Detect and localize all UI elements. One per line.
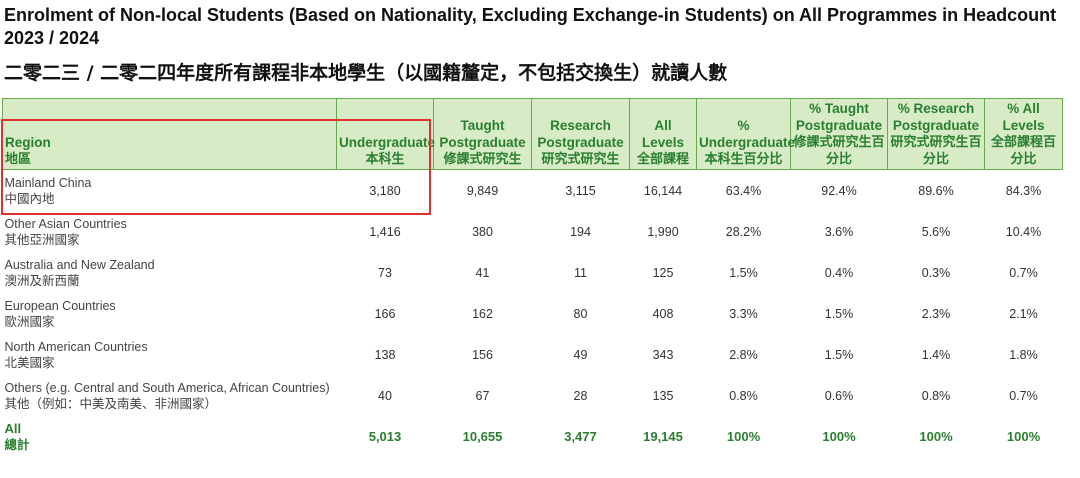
table-cell: 135	[652, 388, 674, 403]
table-cell: 1.5%	[824, 347, 854, 362]
table-cell: 40	[378, 388, 392, 403]
table-cell: 1.8%	[1009, 347, 1038, 362]
table-cell: 1.4%	[921, 347, 951, 362]
table-cell: 3.3%	[729, 306, 758, 321]
enrolment-table: Region 地區 Undergraduate 本科生 Taught Postgra…	[2, 98, 1063, 457]
region-cell: Australia and New Zealand 澳洲及新西蘭	[4, 257, 155, 288]
header-row: Region 地區 Undergraduate 本科生 Taught Postgra…	[2, 98, 1063, 170]
table-cell: 1.5%	[824, 306, 854, 321]
table-row: North American Countries 北美國家 138 156 49 …	[3, 334, 1063, 375]
column-header-pct-research-postgraduate: % Research Postgraduate 研究式研究生百分比	[887, 98, 985, 170]
table-cell: 0.3%	[921, 265, 951, 280]
region-cell: North American Countries 北美國家	[4, 339, 148, 370]
region-cell: Others (e.g. Central and South America, …	[4, 380, 330, 411]
table-row: Other Asian Countries 其他亞洲國家 1,416 380 19…	[3, 211, 1063, 252]
total-cell: 100%	[726, 429, 761, 444]
total-cell: 5,013	[368, 429, 402, 444]
table-cell: 28	[573, 388, 588, 403]
table-cell: 63.4%	[725, 183, 762, 198]
table-cell: 138	[374, 347, 396, 362]
table-cell: 408	[652, 306, 674, 321]
table-row: Mainland China 中國內地 3,180 9,849 3,115 16,…	[3, 170, 1063, 212]
column-header-taught-postgraduate: Taught Postgraduate 修課式研究生	[433, 98, 532, 170]
table-cell: 166	[374, 306, 396, 321]
total-cell: 100%	[919, 429, 953, 444]
table-cell: 0.4%	[824, 265, 854, 280]
table-cell: 3,115	[565, 183, 596, 198]
region-cell: Mainland China 中國內地	[4, 175, 92, 206]
table-cell: 9,849	[466, 183, 499, 198]
table-cell: 92.4%	[821, 183, 857, 198]
total-cell: 19,145	[643, 429, 683, 444]
table-cell: 67	[475, 388, 490, 403]
table-row: Australia and New Zealand 澳洲及新西蘭 73 41 11…	[3, 252, 1063, 293]
column-header-pct-undergraduate: % Undergraduate 本科生百分比	[696, 98, 795, 170]
total-cell: 10,655	[462, 429, 503, 444]
table-cell: 162	[472, 306, 493, 321]
table-cell: 11	[574, 265, 587, 280]
total-label-cell: All 總計	[4, 420, 30, 452]
table-cell: 2.1%	[1009, 306, 1038, 321]
table-cell: 3.6%	[824, 224, 854, 239]
table-cell: 156	[472, 347, 493, 362]
table-cell: 0.7%	[1009, 388, 1038, 403]
table-cell: 1.5%	[729, 265, 758, 280]
region-cell: European Countries 歐洲國家	[4, 298, 116, 329]
table-cell: 0.7%	[1009, 265, 1038, 280]
total-row: All 總計 5,013 10,655 3,477 19,145 100% 100…	[3, 416, 1063, 457]
table-cell: 41	[475, 265, 490, 280]
column-header-region: Region 地區	[2, 98, 337, 170]
table-cell: 28.2%	[725, 224, 762, 239]
total-cell: 3,477	[564, 429, 597, 444]
table-cell: 0.8%	[921, 388, 951, 403]
table-cell: 1,990	[647, 224, 679, 239]
total-cell: 100%	[822, 429, 856, 444]
table-cell: 5.6%	[921, 224, 951, 239]
table-cell: 1,416	[369, 224, 401, 239]
table-cell: 0.6%	[824, 388, 854, 403]
table-cell: 0.8%	[729, 388, 758, 403]
table-cell: 73	[378, 265, 392, 280]
table-cell: 80	[573, 306, 588, 321]
column-header-pct-all-levels: % All Levels 全部課程百分比	[984, 98, 1063, 170]
table-cell: 3,180	[369, 183, 401, 198]
table-cell: 125	[652, 265, 674, 280]
table-cell: 343	[652, 347, 674, 362]
page-title-zh: 二零二三 / 二零二四年度所有課程非本地學生（以國籍釐定，不包括交換生）就讀人數	[4, 62, 728, 84]
region-cell: Other Asian Countries 其他亞洲國家	[4, 216, 127, 247]
table-cell: 194	[570, 224, 591, 239]
table-cell: 89.6%	[918, 183, 954, 198]
table-row: European Countries 歐洲國家 166 162 80 408 3.…	[3, 293, 1063, 334]
column-header-undergraduate: Undergraduate 本科生	[336, 98, 435, 170]
table-cell: 2.8%	[729, 347, 758, 362]
table-cell: 49	[573, 347, 588, 362]
table-cell: 84.3%	[1005, 183, 1042, 198]
table-cell: 10.4%	[1005, 224, 1042, 239]
page-title-en: Enrolment of Non-local Students (Based o…	[4, 5, 1057, 48]
total-cell: 100%	[1006, 429, 1041, 444]
column-header-all-levels: All Levels 全部課程	[629, 98, 697, 170]
table-cell: 2.3%	[921, 306, 951, 321]
table-cell: 380	[472, 224, 493, 239]
table-row: Others (e.g. Central and South America, …	[3, 375, 1063, 416]
column-header-pct-taught-postgraduate: % Taught Postgraduate 修課式研究生百分比	[790, 98, 888, 170]
column-header-research-postgraduate: Research Postgraduate 研究式研究生	[531, 98, 630, 170]
table-cell: 16,144	[643, 183, 683, 198]
